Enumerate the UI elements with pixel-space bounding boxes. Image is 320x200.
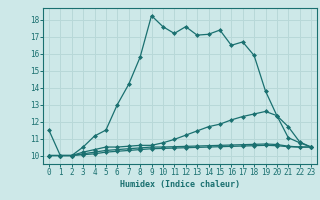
X-axis label: Humidex (Indice chaleur): Humidex (Indice chaleur) <box>120 180 240 189</box>
